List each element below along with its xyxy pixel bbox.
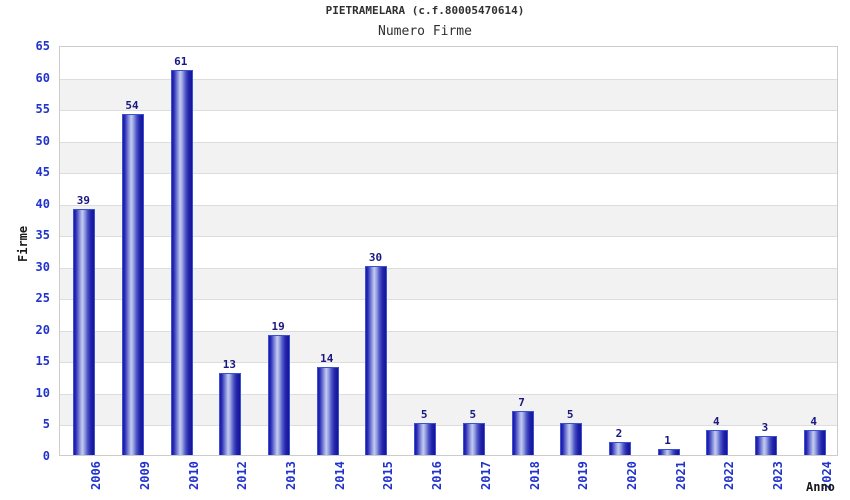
y-axis-tick-label: 65: [35, 39, 50, 53]
y-axis-tick-label: 20: [35, 322, 50, 337]
x-axis-tick-label: 2006: [89, 461, 104, 490]
bar-value-label: 5: [566, 408, 574, 422]
bar-value-label: 61: [174, 55, 188, 69]
bar[interactable]: [170, 70, 193, 455]
gridline: [60, 142, 837, 143]
chart-subtitle: Numero Firme: [378, 24, 472, 39]
bar[interactable]: [365, 265, 388, 455]
bar-value-label: 30: [368, 250, 383, 264]
bar-value-label: 19: [271, 320, 285, 334]
bar[interactable]: [268, 335, 291, 455]
gridline: [60, 236, 837, 237]
gridline: [60, 299, 837, 300]
bar[interactable]: [657, 448, 680, 455]
x-axis-tick-label: 2021: [673, 461, 688, 490]
bar[interactable]: [754, 436, 777, 455]
y-axis-tick-label: 55: [35, 102, 50, 117]
bar[interactable]: [608, 442, 631, 455]
gridline: [60, 331, 837, 332]
x-axis-tick-label: 2023: [770, 461, 785, 490]
bar-value-label: 4: [810, 414, 817, 428]
y-axis-tick-label: 45: [35, 165, 50, 180]
bar[interactable]: [414, 423, 437, 455]
y-axis-tick-label: 10: [35, 385, 50, 400]
bar-value-label: 2: [615, 427, 623, 441]
bar-value-label: 5: [420, 408, 428, 422]
chart-title: PIETRAMELARA (c.f.80005470614): [325, 4, 525, 17]
bar[interactable]: [560, 423, 583, 455]
bar-value-label: 3: [761, 421, 769, 435]
y-axis-tick-label: 30: [35, 259, 50, 274]
gridline: [60, 362, 837, 363]
x-axis-tick-label: 2018: [527, 461, 542, 490]
y-axis-tick-label: 35: [35, 228, 50, 243]
bar-value-label: 13: [222, 358, 237, 371]
bar[interactable]: [122, 114, 145, 455]
bar-value-label: 4: [712, 414, 720, 428]
y-axis-tick-label: 60: [35, 70, 50, 85]
x-axis-tick-label: 2019: [576, 461, 591, 490]
bar[interactable]: [316, 366, 339, 455]
x-axis-tick-label: 2015: [381, 461, 396, 490]
y-axis-tick-label: 0: [42, 449, 50, 463]
gridline: [60, 205, 837, 206]
gridline: [60, 79, 837, 80]
bar[interactable]: [803, 429, 826, 455]
bar-value-label: 54: [125, 99, 139, 113]
x-axis-tick-label: 2010: [186, 461, 201, 490]
x-axis-tick-label: 2017: [478, 461, 493, 490]
bar-value-label: 5: [469, 408, 477, 422]
bar-value-label: 1: [664, 433, 671, 447]
bar[interactable]: [73, 209, 96, 455]
bar[interactable]: [219, 373, 242, 455]
bars-layer: [60, 47, 837, 455]
gridline: [60, 173, 837, 174]
x-axis-tick-label: 2022: [722, 461, 737, 490]
gridline: [60, 394, 837, 395]
y-axis-tick-label: 40: [35, 196, 50, 211]
bar-value-label: 14: [320, 351, 334, 365]
x-axis-tick-label: 2009: [138, 461, 153, 490]
y-axis-tick-label: 15: [35, 354, 50, 369]
gridline: [60, 110, 837, 111]
y-axis-title: Firme: [16, 225, 30, 262]
y-axis-tick-label: 5: [42, 417, 50, 432]
gridlines: [60, 47, 837, 455]
y-axis-tick-label: 50: [35, 133, 50, 148]
y-axis-tick-label: 25: [35, 291, 50, 306]
x-axis-tick-label: 2016: [430, 461, 445, 490]
bar[interactable]: [706, 429, 729, 455]
x-axis-tick-label: 2020: [624, 461, 639, 490]
bar-value-label: 39: [76, 194, 90, 207]
plot-area: [59, 46, 838, 456]
x-axis-tick-label: 2014: [332, 461, 347, 490]
x-axis-title: Anno: [806, 480, 835, 494]
gridline: [60, 425, 837, 426]
x-axis-tick-label: 2013: [284, 461, 299, 490]
bar[interactable]: [462, 423, 485, 455]
bar[interactable]: [511, 410, 534, 455]
gridline: [60, 268, 837, 269]
x-axis-tick-label: 2012: [235, 461, 250, 490]
bar-value-label: 7: [518, 395, 525, 409]
